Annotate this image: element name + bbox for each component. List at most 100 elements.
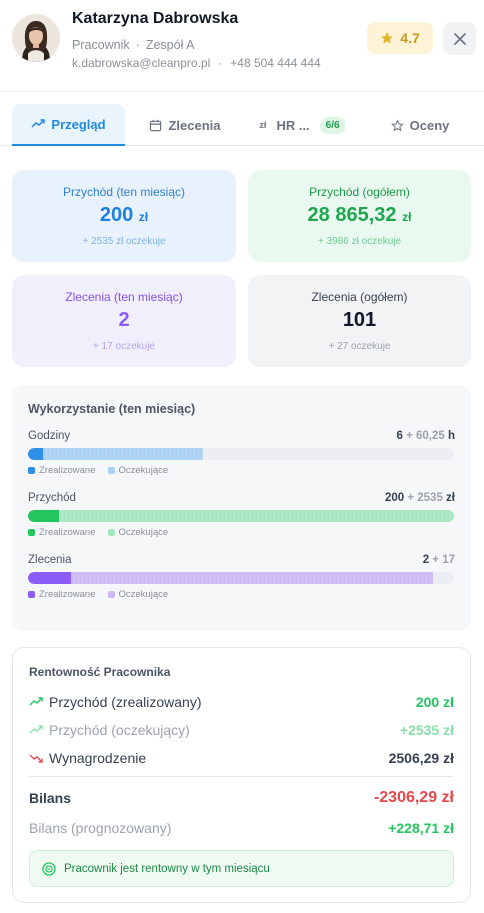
usage-done-value: 6 [396,430,403,442]
status-text: Pracownik jest rentowny w tym miesiącu [64,862,270,875]
row-balance-forecast: Bilans (prognozowany) +228,71 zł [29,818,454,838]
value-number: 28 865,32 [307,204,397,226]
star-icon [381,32,394,44]
tab-bar: Przegląd Zlecenia zł HR ... 6/6 Oceny [0,104,484,146]
usage-pending-value: + 60,25 [406,430,445,442]
trend-down-icon [29,754,43,763]
row-value: +2535 zł [399,722,454,738]
usage-row-value: 2 + 17 [423,554,455,566]
tab-badge: 6/6 [319,116,346,134]
card-sub: + 27 oczekuje [328,341,391,352]
legend-done: Zrealizowane [28,589,96,600]
progress-fill-pending [59,510,454,522]
tab-label: Przegląd [51,116,106,132]
usage-row-label: Godziny [28,430,71,442]
card-value: 101 [342,309,377,331]
tab-overview[interactable]: Przegląd [12,104,125,146]
card-label: Zlecenia (ten miesiąc) [65,290,183,304]
row-value: 2506,29 zł [388,750,454,766]
legend-done-label: Zrealizowane [39,527,96,538]
rating-badge: 4.7 [367,22,433,54]
card-label: Przychód (ogółem) [309,185,410,199]
row-label: Przychód (oczekujący) [49,722,190,738]
calendar-icon [150,119,162,131]
trend-up-icon [31,119,46,128]
usage-row-label: Zlecenia [28,554,72,566]
row-value: +228,71 zł [388,820,454,836]
card-sub: + 17 oczekuje [93,341,155,352]
legend-done: Zrealizowane [28,527,96,538]
legend-done-label: Zrealizowane [39,465,96,476]
progress-fill-done [28,572,71,584]
profile-phone[interactable]: +48 504 444 444 [230,56,321,70]
usage-unit: h [447,430,455,442]
usage-legend: Zrealizowane Oczekujące [28,589,168,600]
card-orders-total: Zlecenia (ogółem) 101 + 27 oczekuje [248,275,471,367]
row-value: 200 zł [415,694,454,710]
separator: · [218,56,223,70]
separator: · [135,38,140,52]
usage-pending-value: + 17 [432,554,455,566]
profitability-panel: Rentowność Pracownika Przychód (zrealizo… [12,647,471,903]
legend-pending: Oczekujące [107,527,169,538]
tab-label: HR ... [276,117,310,133]
rating-value: 4.7 [400,30,420,46]
profile-role-team: Pracownik · Zespół A [72,38,194,52]
profile-name: Katarzyna Dabrowska [72,10,239,27]
close-button[interactable] [443,22,476,55]
card-label: Przychód (ten miesiąc) [62,185,186,199]
profile-header: Katarzyna Dabrowska Pracownik · Zespół A k… [0,0,484,92]
profitability-title: Rentowność Pracownika [29,665,171,679]
tab-orders[interactable]: Zlecenia [135,104,235,146]
profitability-status: Pracownik jest rentowny w tym miesiącu [29,850,454,887]
currency-icon: zł [259,120,267,130]
close-icon [453,32,466,45]
profile-role: Pracownik [72,38,130,52]
usage-progress-bar [28,510,454,522]
value-unit: zł [402,210,412,224]
row-balance: Bilans -2306,29 zł [29,788,454,808]
legend-pending-label: Oczekujące [118,589,169,600]
avatar [12,14,60,62]
profile-team: Zespół A [145,38,195,52]
target-icon [42,861,56,876]
row-income-pending: Przychód (oczekujący) +2535 zł [29,720,454,740]
usage-panel: Wykorzystanie (ten miesiąc) Godziny 6 + 6… [12,385,471,631]
card-sub: + 2535 zł oczekuje [82,236,166,247]
legend-pending-label: Oczekujące [118,527,169,538]
progress-fill-pending [70,572,433,584]
card-value: 2 [118,309,130,331]
star-outline-icon [390,118,404,131]
usage-done-value: 200 [384,492,405,504]
card-income-month: Przychód (ten miesiąc) 200 zł + 2535 zł … [12,170,236,262]
progress-fill-done [28,448,43,460]
legend-done-label: Zrealizowane [39,589,96,600]
card-value: 28 865,32 zł [248,204,471,227]
profile-email[interactable]: k.dabrowska@cleanpro.pl [72,56,211,70]
usage-row-value: 6 + 60,25 h [396,430,455,442]
card-label: Zlecenia (ogółem) [311,290,408,304]
row-income-done: Przychód (zrealizowany) 200 zł [29,692,454,712]
divider [29,776,454,777]
card-orders-month: Zlecenia (ten miesiąc) 2 + 17 oczekuje [12,275,236,367]
progress-fill-pending [42,448,203,460]
card-sub: + 3986 zł oczekuje [317,236,402,247]
row-label: Bilans [29,790,72,806]
usage-pending-value: + 2535 [407,492,443,504]
trend-up-icon [29,697,43,706]
usage-row-label: Przychód [28,492,76,504]
card-income-total: Przychód (ogółem) 28 865,32 zł + 3986 zł… [248,170,471,262]
row-salary: Wynagrodzenie 2506,29 zł [29,748,454,768]
trend-up-icon [29,725,43,734]
usage-progress-bar [28,448,454,460]
row-label: Przychód (zrealizowany) [49,694,202,710]
tab-label: Zlecenia [168,117,221,133]
legend-pending-label: Oczekujące [118,465,169,476]
value-number: 200 [99,204,134,226]
usage-legend: Zrealizowane Oczekujące [28,527,168,538]
tab-ratings[interactable]: Oceny [370,104,470,146]
usage-row-value: 200 + 2535 zł [385,492,455,504]
tab-hr[interactable]: zł HR ... 6/6 [245,104,360,146]
card-value: 200 zł [12,204,236,227]
legend-pending: Oczekujące [107,465,169,476]
